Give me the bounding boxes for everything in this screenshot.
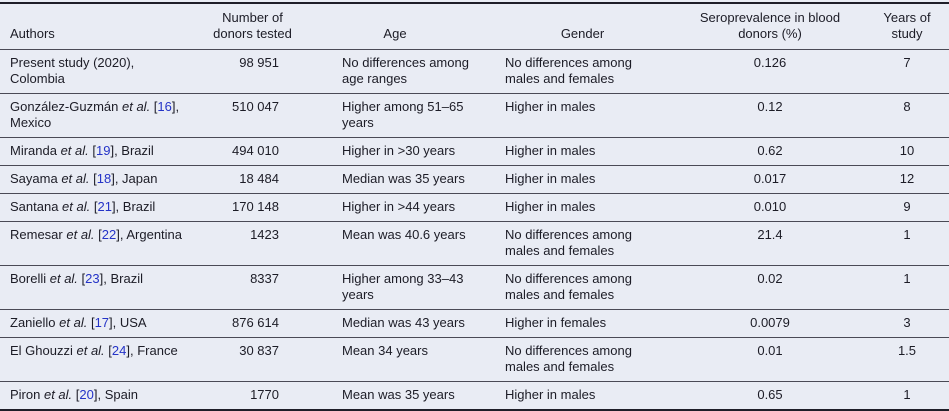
study-row: Miranda et al. [19], Brazil 494 010 High… (0, 138, 949, 166)
citation-link[interactable]: 18 (96, 171, 112, 186)
col-header-gender: Gender (560, 26, 605, 41)
study-row: Borelli et al. [23], Brazil 8337 Higher … (0, 266, 949, 310)
years-cell: 1 (903, 271, 911, 286)
years-cell: 3 (903, 315, 911, 330)
gender-cell: Higher in males (505, 143, 596, 158)
study-row: González-Guzmán et al. [16], Mexico 510 … (0, 94, 949, 138)
seroprevalence-cell: 0.126 (753, 55, 787, 70)
gender-cell: No differences among males and females (505, 271, 632, 302)
table-body: Present study (2020), Colombia 98 951 No… (0, 50, 949, 411)
et-al-label: et al. (58, 199, 91, 214)
authors-cell: Piron et al. [20], Spain (10, 387, 138, 402)
years-cell: 1 (903, 387, 911, 402)
age-cell: Higher among 33–43 years (342, 271, 464, 302)
donors-tested-cell: 30 837 (239, 343, 279, 358)
donors-tested-cell: 18 484 (239, 171, 279, 186)
years-cell: 12 (899, 171, 915, 186)
citation-link[interactable]: 17 (94, 315, 110, 330)
gender-cell: Higher in males (505, 387, 596, 402)
et-al-label: et al. (55, 315, 88, 330)
col-header-years: Years of study (883, 10, 931, 41)
age-cell: Mean 34 years (342, 343, 428, 358)
study-row: Sayama et al. [18], Japan 18 484 Median … (0, 166, 949, 194)
authors-cell: Zaniello et al. [17], USA (10, 315, 147, 330)
citation-link[interactable]: 22 (101, 227, 117, 242)
authors-cell: Remesar et al. [22], Argentina (10, 227, 183, 242)
study-row: Santana et al. [21], Brazil 170 148 High… (0, 194, 949, 222)
col-header-donors-tested: Number of donors tested (213, 10, 292, 41)
gender-cell: Higher in males (505, 99, 596, 114)
years-cell: 9 (903, 199, 911, 214)
years-cell: 1.5 (897, 343, 917, 358)
authors-cell: Santana et al. [21], Brazil (10, 199, 156, 214)
citation-link[interactable]: 23 (85, 271, 100, 286)
col-header-authors: Authors (10, 26, 55, 41)
gender-cell: Higher in females (505, 315, 607, 330)
authors-cell: El Ghouzzi et al. [24], France (10, 343, 178, 358)
seroprevalence-cell: 0.02 (757, 271, 783, 286)
donors-tested-cell: 8337 (250, 271, 279, 286)
donors-tested-cell: 876 614 (232, 315, 279, 330)
age-cell: Mean was 35 years (342, 387, 455, 402)
seroprevalence-cell: 21.4 (757, 227, 783, 242)
donors-tested-cell: 170 148 (232, 199, 279, 214)
donors-tested-cell: 494 010 (232, 143, 279, 158)
donors-tested-cell: 1423 (250, 227, 279, 242)
seroprevalence-cell: 0.12 (757, 99, 783, 114)
et-al-label: et al. (118, 99, 151, 114)
years-cell: 10 (899, 143, 915, 158)
age-cell: Mean was 40.6 years (342, 227, 466, 242)
seroprevalence-cell: 0.01 (757, 343, 783, 358)
header-row: Authors Number of donors tested Age Gend… (0, 3, 949, 50)
seroprevalence-cell: 0.62 (757, 143, 783, 158)
age-cell: Higher among 51–65 years (342, 99, 464, 130)
age-cell: Median was 43 years (342, 315, 465, 330)
gender-cell: Higher in males (505, 199, 596, 214)
age-cell: Higher in >30 years (342, 143, 456, 158)
authors-cell: Present study (2020), Colombia (10, 55, 135, 86)
citation-link[interactable]: 19 (96, 143, 111, 158)
et-al-label: et al. (40, 387, 73, 402)
study-row: Remesar et al. [22], Argentina 1423 Mean… (0, 222, 949, 266)
donors-tested-cell: 510 047 (232, 99, 279, 114)
seroprevalence-cell: 0.010 (753, 199, 787, 214)
authors-cell: Borelli et al. [23], Brazil (10, 271, 143, 286)
authors-cell: Miranda et al. [19], Brazil (10, 143, 154, 158)
citation-link[interactable]: 21 (97, 199, 112, 214)
age-cell: Median was 35 years (342, 171, 465, 186)
years-cell: 7 (903, 55, 911, 70)
gender-cell: Higher in males (505, 171, 596, 186)
study-row: Piron et al. [20], Spain 1770 Mean was 3… (0, 382, 949, 411)
gender-cell: No differences among males and females (505, 343, 632, 374)
seroprevalence-cell: 0.0079 (750, 315, 790, 330)
citation-link[interactable]: 24 (111, 343, 127, 358)
citation-link[interactable]: 16 (157, 99, 172, 114)
authors-cell: González-Guzmán et al. [16], Mexico (10, 99, 180, 130)
table-header: Authors Number of donors tested Age Gend… (0, 3, 949, 50)
donors-tested-cell: 98 951 (239, 55, 279, 70)
et-al-label: et al. (57, 171, 90, 186)
col-header-seroprevalence: Seroprevalence in blood donors (%) (699, 10, 841, 41)
seroprevalence-cell: 0.65 (757, 387, 783, 402)
age-cell: No differences among age ranges (342, 55, 469, 86)
et-al-label: et al. (46, 271, 78, 286)
study-row: Present study (2020), Colombia 98 951 No… (0, 50, 949, 94)
years-cell: 8 (903, 99, 911, 114)
et-al-label: et al. (56, 143, 89, 158)
et-al-label: et al. (72, 343, 105, 358)
study-row: El Ghouzzi et al. [24], France 30 837 Me… (0, 338, 949, 382)
citation-link[interactable]: 20 (79, 387, 94, 402)
gender-cell: No differences among males and females (505, 55, 632, 86)
col-header-age: Age (383, 26, 407, 41)
seroprevalence-cell: 0.017 (753, 171, 787, 186)
et-al-label: et al. (62, 227, 95, 242)
study-row: Zaniello et al. [17], USA 876 614 Median… (0, 310, 949, 338)
age-cell: Higher in >44 years (342, 199, 456, 214)
donors-tested-cell: 1770 (250, 387, 279, 402)
gender-cell: No differences among males and females (505, 227, 632, 258)
authors-cell: Sayama et al. [18], Japan (10, 171, 158, 186)
years-cell: 1 (903, 227, 911, 242)
